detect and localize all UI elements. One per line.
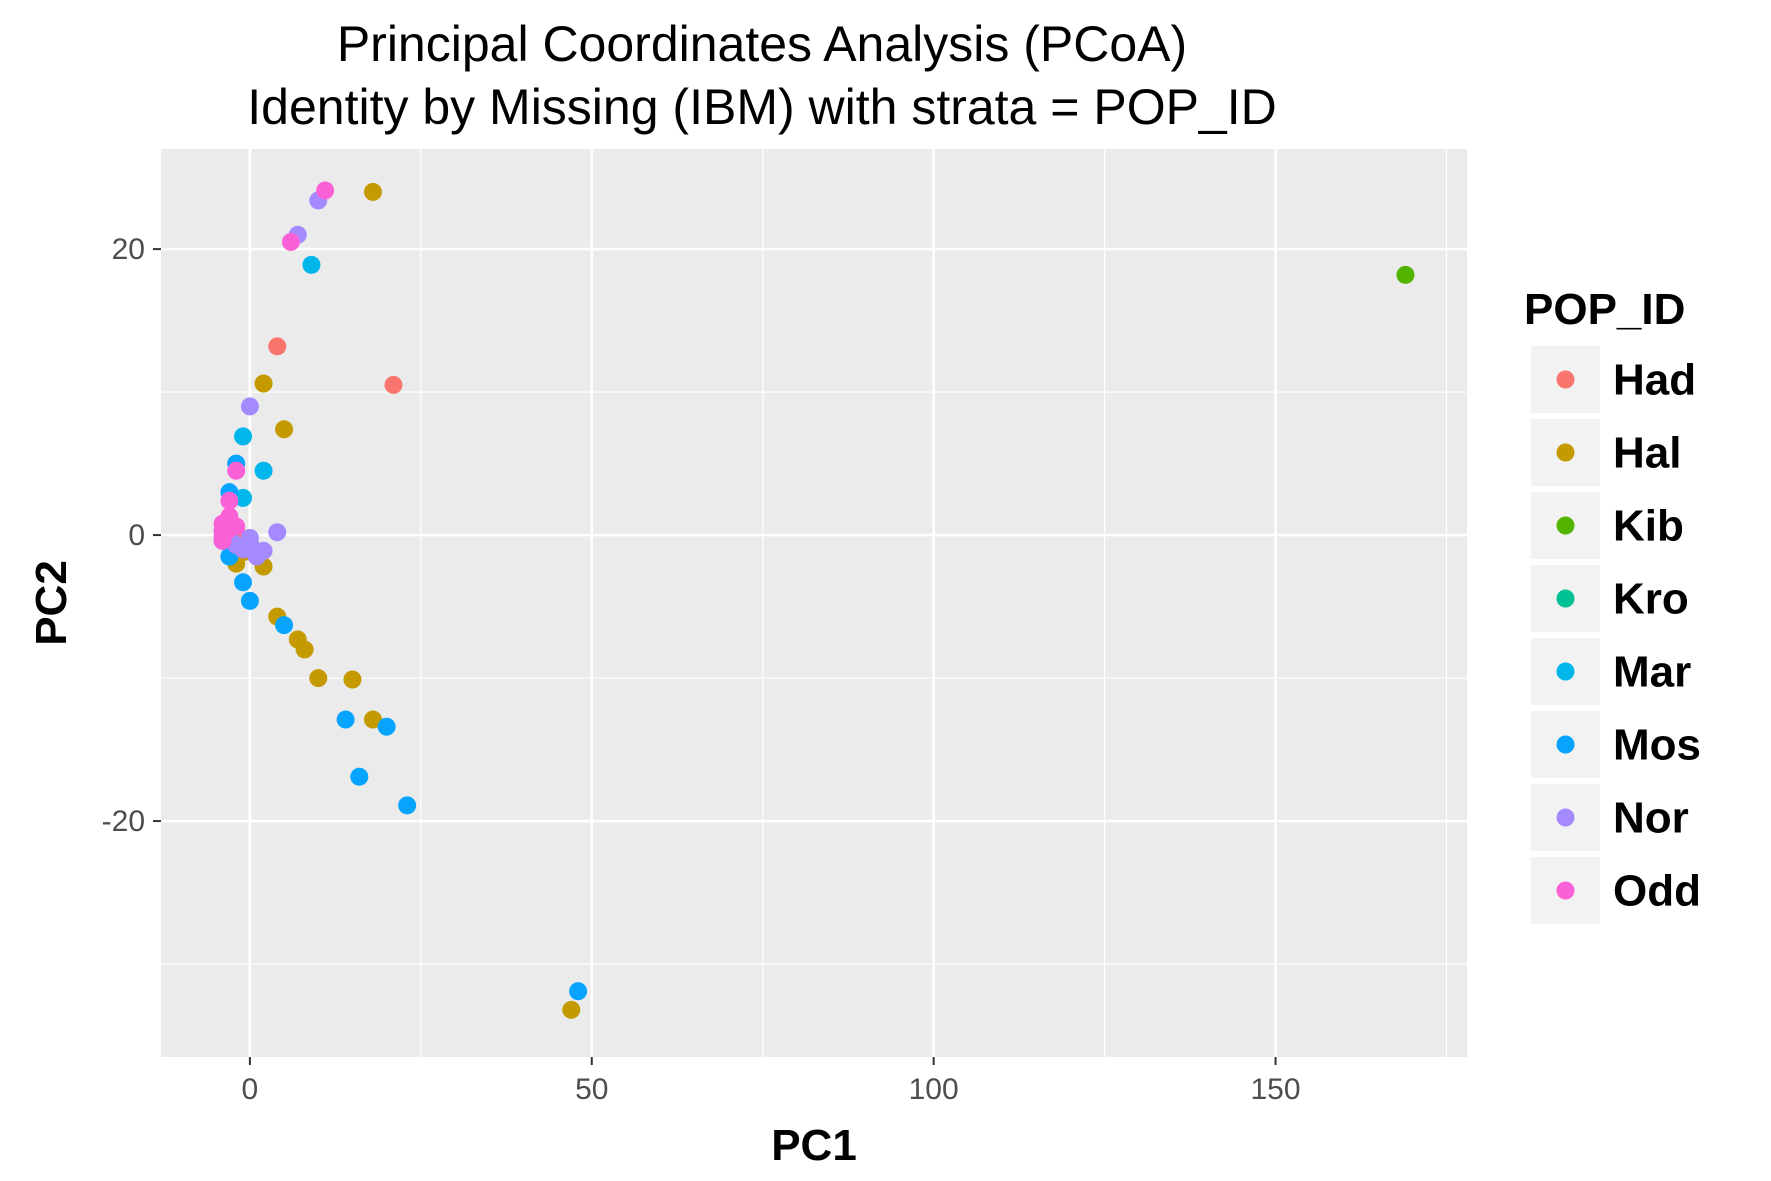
legend: POP_ID Had Hal Kib Kro Mar Mos Nor Odd <box>1524 285 1701 924</box>
data-point-nor <box>247 547 266 566</box>
data-points <box>213 181 1415 1019</box>
data-point-odd <box>220 491 239 510</box>
data-point-odd <box>227 517 246 536</box>
legend-swatch-kro <box>1556 589 1575 608</box>
legend-title: POP_ID <box>1524 285 1685 334</box>
data-point-mos <box>398 796 417 815</box>
axis-ticks: 0 50 100 150 -20 0 20 <box>102 233 1301 1106</box>
data-point-nor <box>268 523 287 542</box>
legend-swatch-hal <box>1556 443 1575 462</box>
legend-label-had: Had <box>1613 356 1696 405</box>
legend-swatch-kib <box>1556 516 1575 535</box>
chart-subtitle: Identity by Missing (IBM) with strata = … <box>247 79 1277 135</box>
data-point-odd <box>227 461 246 480</box>
data-point-mar <box>302 255 321 274</box>
legend-swatch-mos <box>1556 735 1575 754</box>
x-tick-label: 150 <box>1251 1073 1301 1106</box>
x-tick-label: 0 <box>242 1073 259 1106</box>
legend-items: Had Hal Kib Kro Mar Mos Nor Odd <box>1531 346 1701 924</box>
data-point-mos <box>377 717 396 736</box>
data-point-mos <box>234 573 253 592</box>
data-point-hal <box>309 669 328 688</box>
data-point-hal <box>254 374 273 393</box>
data-point-nor <box>227 536 246 555</box>
data-point-hal <box>562 1000 581 1019</box>
data-point-had <box>384 375 403 394</box>
legend-swatch-nor <box>1556 808 1575 827</box>
legend-label-mar: Mar <box>1613 648 1691 697</box>
data-point-mar <box>254 461 273 480</box>
legend-label-kib: Kib <box>1613 502 1684 551</box>
plot-panel <box>161 149 1467 1057</box>
x-axis-title: PC1 <box>771 1121 857 1170</box>
data-point-hal <box>363 182 382 201</box>
data-point-hal <box>295 640 314 659</box>
data-point-mar <box>234 488 253 507</box>
data-point-nor <box>240 397 259 416</box>
x-tick-label: 50 <box>575 1073 608 1106</box>
chart-title: Principal Coordinates Analysis (PCoA) <box>337 16 1187 72</box>
data-point-mos <box>569 982 588 1001</box>
data-point-odd <box>213 531 232 550</box>
legend-label-kro: Kro <box>1613 575 1689 624</box>
data-point-mos <box>240 591 259 610</box>
legend-label-odd: Odd <box>1613 867 1701 916</box>
data-point-nor <box>240 528 259 547</box>
y-tick-label: 20 <box>112 233 145 266</box>
data-point-kib <box>1396 265 1415 284</box>
y-tick-label: -20 <box>102 805 145 838</box>
data-point-hal <box>343 670 362 689</box>
legend-swatch-mar <box>1556 662 1575 681</box>
grid-lines <box>78 149 1467 1057</box>
x-tick-label: 100 <box>909 1073 959 1106</box>
legend-swatch-had <box>1556 370 1575 389</box>
data-point-mar <box>234 427 253 446</box>
data-point-mos <box>275 616 294 635</box>
data-point-odd <box>281 232 300 251</box>
legend-label-mos: Mos <box>1613 721 1701 770</box>
data-point-had <box>268 337 287 356</box>
data-point-hal <box>363 710 382 729</box>
data-point-mos <box>336 710 355 729</box>
legend-label-hal: Hal <box>1613 429 1681 478</box>
legend-label-nor: Nor <box>1613 794 1689 843</box>
y-tick-label: 0 <box>128 519 145 552</box>
y-axis-title: PC2 <box>27 560 76 646</box>
data-point-mos <box>350 767 369 786</box>
data-point-odd <box>316 181 335 200</box>
legend-swatch-odd <box>1556 881 1575 900</box>
data-point-hal <box>275 420 294 439</box>
